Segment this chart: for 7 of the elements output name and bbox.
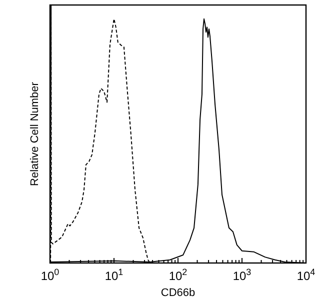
y-axis-title: Relative Cell Number bbox=[29, 82, 41, 186]
x-tick-label: 10$^{4}$ bbox=[296, 267, 316, 283]
x-tick-label: 10$^{3}$ bbox=[232, 267, 252, 283]
x-tick-label: 10$^{2}$ bbox=[168, 267, 188, 283]
x-tick-label: 10$^{1}$ bbox=[104, 267, 124, 283]
x-tick-label: 10$^{0}$ bbox=[40, 267, 60, 283]
x-axis-title: CD66b bbox=[160, 287, 196, 299]
